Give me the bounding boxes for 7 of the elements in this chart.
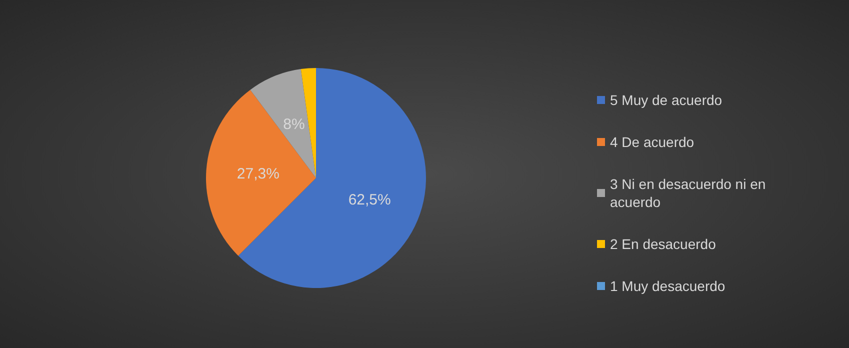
- legend-label: 1 Muy desacuerdo: [610, 278, 726, 294]
- legend-label: 3 Ni en desacuerdo ni en acuerdo: [610, 176, 770, 210]
- legend-label: 2 En desacuerdo: [610, 236, 716, 252]
- data-label: 62,5%: [348, 192, 391, 209]
- legend-label: 5 Muy de acuerdo: [610, 92, 722, 108]
- legend-label: 4 De acuerdo: [610, 134, 694, 150]
- data-label: 27,3%: [236, 165, 280, 182]
